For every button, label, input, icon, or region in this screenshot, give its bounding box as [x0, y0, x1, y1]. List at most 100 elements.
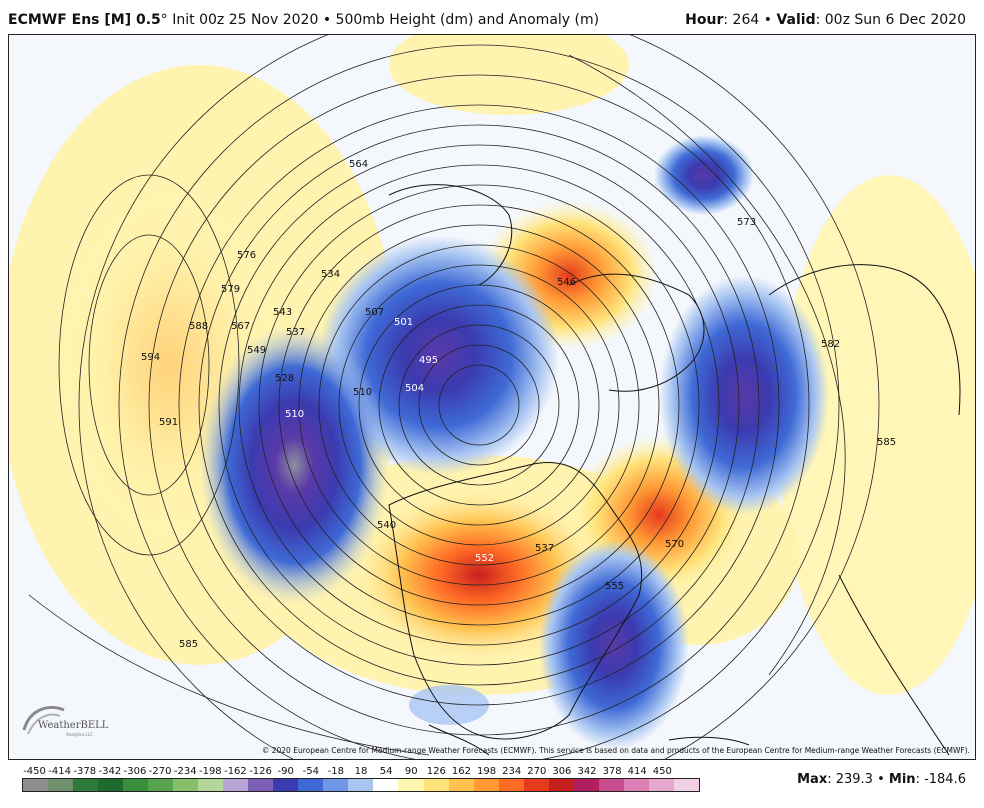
contour-label: 570 — [665, 539, 684, 550]
contour-label: 594 — [141, 352, 160, 363]
legend-tick-label: 378 — [602, 766, 622, 777]
contour-label: 543 — [273, 307, 292, 318]
legend-color-box — [248, 779, 274, 791]
legend-color-box — [148, 779, 174, 791]
contour-label: 501 — [394, 317, 413, 328]
contour-label: 579 — [221, 284, 240, 295]
legend-color-box — [23, 779, 49, 791]
legend-tick-label: -90 — [277, 766, 294, 777]
contour-label: 552 — [475, 553, 494, 564]
legend-color-box — [323, 779, 349, 791]
anomaly-stats: Max: 239.3 • Min: -184.6 — [797, 772, 966, 787]
contour-label: 582 — [821, 339, 840, 350]
legend-color-box — [598, 779, 624, 791]
contour-label: 591 — [159, 417, 178, 428]
contour-label: 546 — [557, 277, 576, 288]
legend-color-box — [98, 779, 124, 791]
min-label: Min — [888, 772, 916, 787]
contour-label: 537 — [286, 327, 305, 338]
contour-label: 510 — [285, 409, 304, 420]
legend-color-box — [623, 779, 649, 791]
init-time: Init 00z 25 Nov 2020 — [172, 12, 319, 28]
legend-tick-label: -18 — [327, 766, 345, 777]
contour-label: 588 — [189, 321, 208, 332]
legend-tick-label: -198 — [198, 766, 222, 777]
legend-tick-label: 90 — [404, 766, 418, 777]
contour-label: 528 — [275, 373, 294, 384]
legend-color-box — [473, 779, 499, 791]
legend-tick-label: 126 — [426, 766, 446, 777]
map-title: ECMWF Ens [M] 0.5° Init 00z 25 Nov 2020 … — [8, 12, 599, 28]
contour-label: 507 — [365, 307, 384, 318]
valid-separator: • — [763, 12, 772, 28]
negative-anomaly-fills — [199, 135, 829, 750]
legend-color-box — [298, 779, 324, 791]
legend-tick-label: -414 — [48, 766, 72, 777]
legend-tick-label: 450 — [652, 766, 672, 777]
legend-tick-label: -126 — [249, 766, 272, 777]
legend-color-box — [398, 779, 424, 791]
legend-color-box — [373, 779, 399, 791]
legend-color-box — [573, 779, 599, 791]
legend-tick-label: 270 — [527, 766, 547, 777]
legend-tick-label: -54 — [302, 766, 319, 777]
legend-tick-label: 162 — [451, 766, 471, 777]
contour-label: 564 — [349, 159, 368, 170]
hour-value: 264 — [732, 12, 760, 28]
model-name: ECMWF Ens [M] 0.5 — [8, 12, 161, 28]
contour-label: 573 — [737, 217, 756, 228]
legend-tick-label: -162 — [224, 766, 247, 777]
legend-color-box — [173, 779, 199, 791]
degree-symbol: ° — [160, 12, 168, 28]
contour-label: 495 — [419, 355, 438, 366]
legend-color-box — [548, 779, 574, 791]
legend-color-box — [273, 779, 299, 791]
legend-color-box — [498, 779, 524, 791]
height-contours — [28, 35, 880, 759]
legend-color-box — [198, 779, 224, 791]
color-legend-bar — [22, 778, 700, 792]
legend-tick-labels: -450 -414 -378 -342 -306 -270 -234 -198 -162 -126… — [20, 766, 700, 778]
hour-label: Hour — [685, 12, 724, 28]
contour-label: 576 — [237, 250, 256, 261]
coastlines — [388, 184, 961, 756]
contour-label: 567 — [231, 321, 250, 332]
anomaly-map: 564 585 582 576 579 588 567 549 528 543 … — [9, 35, 975, 759]
header: ECMWF Ens [M] 0.5° Init 00z 25 Nov 2020 … — [0, 0, 984, 34]
legend-tick-label: -378 — [73, 766, 97, 777]
valid-label: Valid — [776, 12, 816, 28]
valid-value: 00z Sun 6 Dec 2020 — [824, 12, 966, 28]
contour-label: 510 — [353, 387, 372, 398]
legend-tick-label: 306 — [552, 766, 572, 777]
legend-color-box — [423, 779, 449, 791]
logo-swoosh-icon: WeatherBELL Analytics LLC — [22, 706, 109, 737]
legend-color-box — [523, 779, 549, 791]
stats-separator: • — [877, 772, 885, 787]
contour-label: 585 — [179, 639, 198, 650]
max-value: 239.3 — [835, 772, 873, 787]
legend-tick-label: 54 — [379, 766, 393, 777]
legend-tick-label: 234 — [502, 766, 522, 777]
contour-label: 537 — [535, 543, 554, 554]
logo-text: WeatherBELL — [38, 720, 109, 731]
legend-tick-label: -234 — [173, 766, 197, 777]
contour-label: 555 — [605, 581, 624, 592]
contour-label: 549 — [247, 345, 266, 356]
min-value: -184.6 — [924, 772, 966, 787]
contour-label: 534 — [321, 269, 340, 280]
map-panel[interactable]: 564 585 582 576 579 588 567 549 528 543 … — [8, 34, 976, 760]
legend-tick-label: 198 — [477, 766, 497, 777]
legend-color-box — [673, 779, 699, 791]
legend-color-box — [48, 779, 74, 791]
legend-color-box — [448, 779, 474, 791]
max-label: Max — [797, 772, 828, 787]
legend-tick-label: -270 — [148, 766, 172, 777]
contour-labels: 564 585 582 576 579 588 567 549 528 543 … — [141, 159, 896, 650]
contour-label: 585 — [877, 437, 896, 448]
legend-color-box — [648, 779, 674, 791]
legend-color-box — [73, 779, 99, 791]
contour-label: 504 — [405, 383, 424, 394]
legend-color-box — [123, 779, 149, 791]
legend-tick-label: -342 — [98, 766, 122, 777]
legend-tick-label: 342 — [577, 766, 597, 777]
